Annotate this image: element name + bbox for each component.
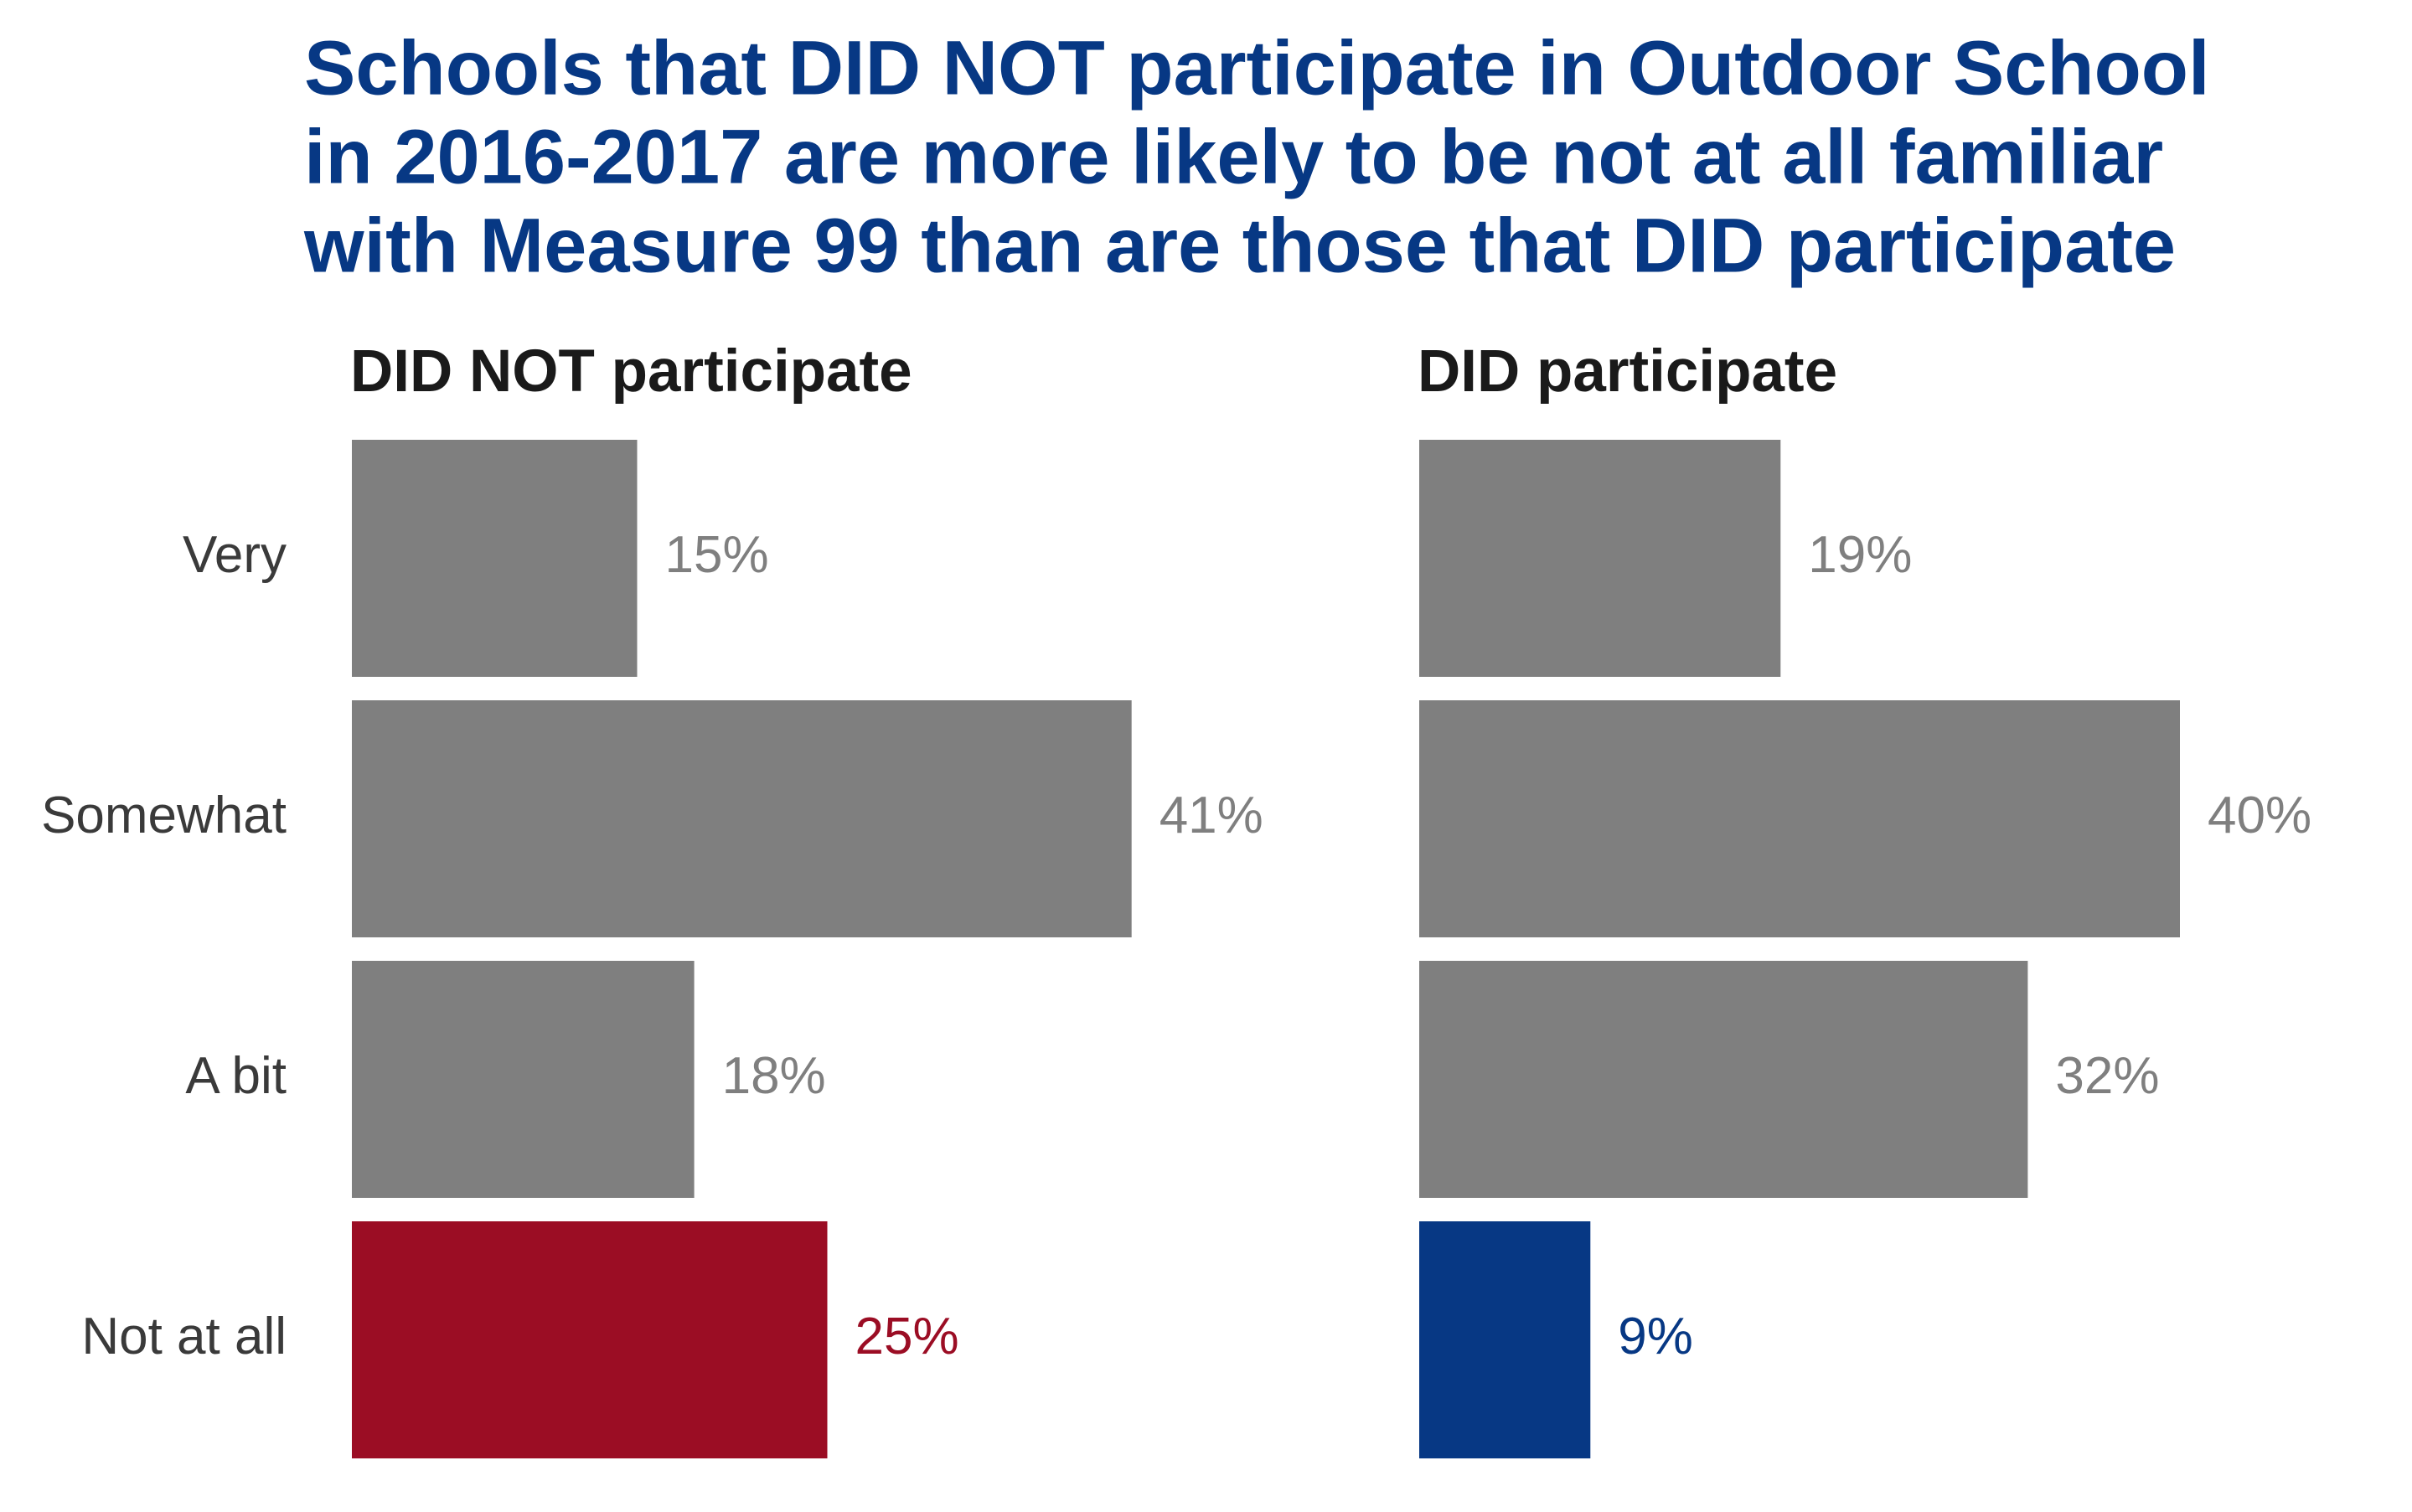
- bar: [1419, 961, 2028, 1198]
- data-label: 32%: [2055, 1047, 2159, 1105]
- category-label: Somewhat: [41, 787, 287, 844]
- data-label: 15%: [665, 526, 769, 584]
- chart-title-line: in 2016-2017 are more likely to be not a…: [304, 114, 2163, 199]
- category-label: A bit: [185, 1047, 287, 1105]
- data-label: 40%: [2208, 787, 2311, 844]
- data-label: 41%: [1160, 787, 1263, 844]
- bar: [352, 1221, 828, 1458]
- bar: [352, 961, 695, 1198]
- bar: [1419, 700, 2180, 937]
- bar: [1419, 1221, 1591, 1458]
- panel-title: DID NOT participate: [350, 338, 912, 405]
- bar: [352, 440, 638, 677]
- category-label: Very: [183, 526, 287, 584]
- data-label: 18%: [722, 1047, 826, 1105]
- data-label: 25%: [855, 1308, 959, 1365]
- bar: [1419, 440, 1781, 677]
- bar: [352, 700, 1132, 937]
- data-label: 19%: [1808, 526, 1912, 584]
- data-label: 9%: [1618, 1308, 1693, 1365]
- chart-title-line: Schools that DID NOT participate in Outd…: [304, 25, 2210, 111]
- panel-title: DID participate: [1418, 338, 1837, 405]
- chart-title-line: with Measure 99 than are those that DID …: [303, 203, 2176, 288]
- category-label: Not at all: [81, 1308, 287, 1365]
